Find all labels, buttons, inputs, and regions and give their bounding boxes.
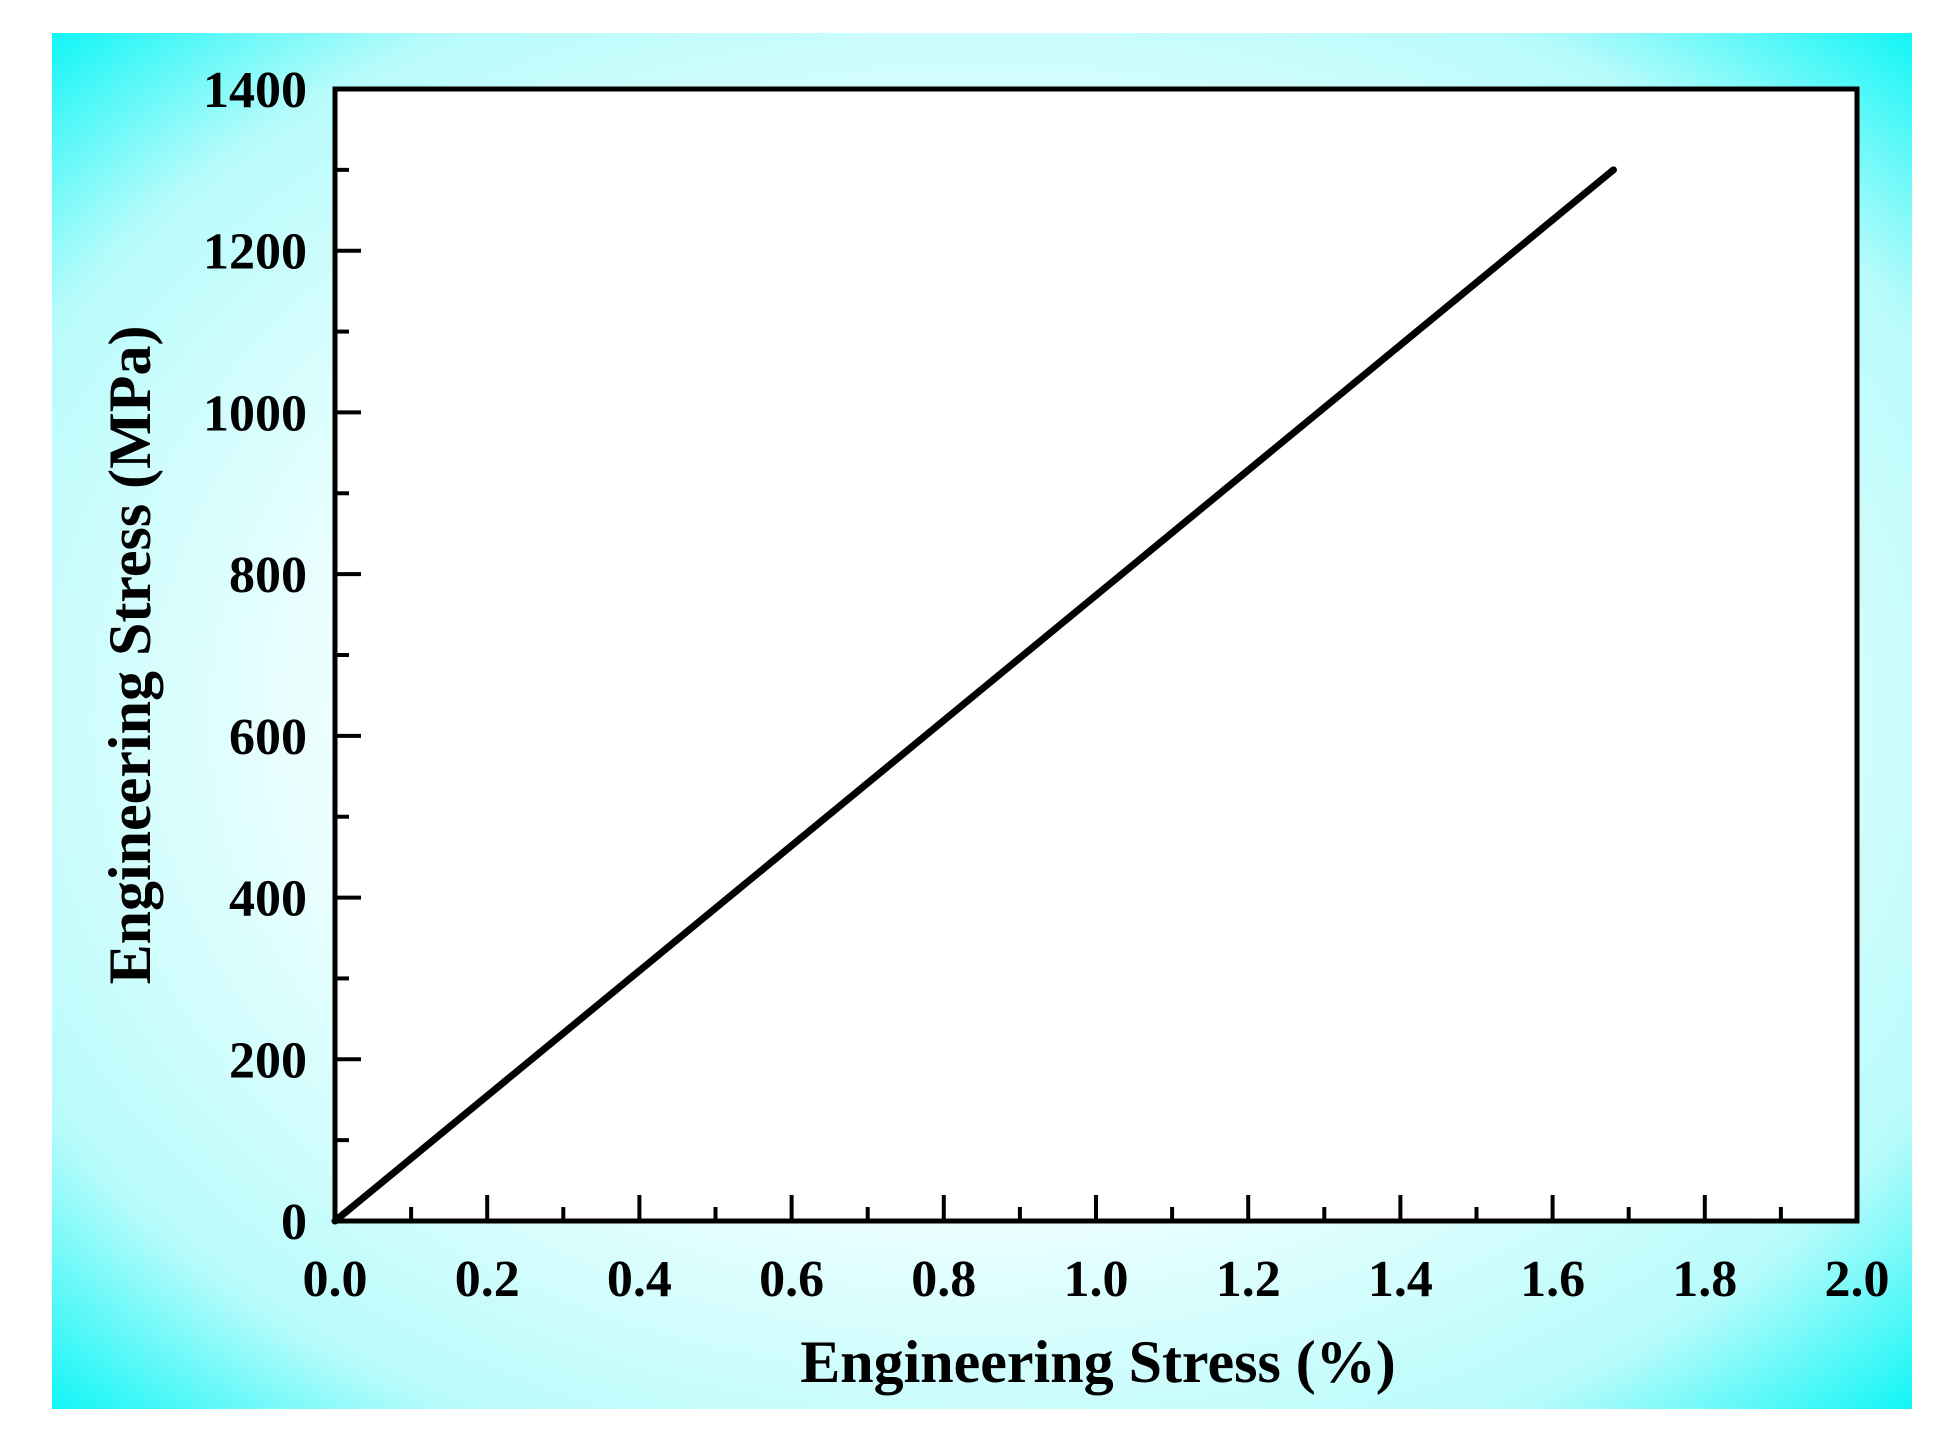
y-axis-title: Engineering Stress (MPa) — [97, 326, 163, 985]
x-tick-label: 0.0 — [303, 1251, 368, 1308]
y-tick-label: 0 — [281, 1194, 307, 1251]
x-tick-label: 0.6 — [759, 1251, 824, 1308]
plot-area — [335, 89, 1857, 1221]
plot-frame — [332, 86, 1860, 1224]
y-tick-label: 200 — [229, 1032, 307, 1089]
x-tick-label: 1.0 — [1064, 1251, 1129, 1308]
x-tick-label: 2.0 — [1825, 1251, 1890, 1308]
x-tick-label: 0.8 — [911, 1251, 976, 1308]
x-tick-label: 0.2 — [455, 1251, 520, 1308]
x-axis-title: Engineering Stress (%) — [800, 1329, 1396, 1395]
x-tick-label: 1.4 — [1368, 1251, 1433, 1308]
y-tick-label: 400 — [229, 871, 307, 928]
series-group — [331, 166, 1617, 1225]
y-tick-label: 1400 — [203, 62, 307, 119]
x-tick-labels: 0.0 0.2 0.4 0.6 0.8 1.0 1.2 1.4 1.6 1.8 2.0 — [303, 1251, 1890, 1308]
y-tick-label: 1200 — [203, 224, 307, 281]
x-tick-label: 0.4 — [607, 1251, 672, 1308]
x-tick-label: 1.2 — [1216, 1251, 1281, 1308]
y-tick-label: 1000 — [203, 385, 307, 442]
y-tick-labels: 0 200 400 600 800 1000 1200 1400 — [203, 62, 307, 1251]
x-tick-label: 1.8 — [1672, 1251, 1737, 1308]
x-tick-label: 1.6 — [1520, 1251, 1585, 1308]
y-tick-label: 800 — [229, 547, 307, 604]
y-tick-label: 600 — [229, 709, 307, 766]
series-line — [331, 166, 1617, 1225]
